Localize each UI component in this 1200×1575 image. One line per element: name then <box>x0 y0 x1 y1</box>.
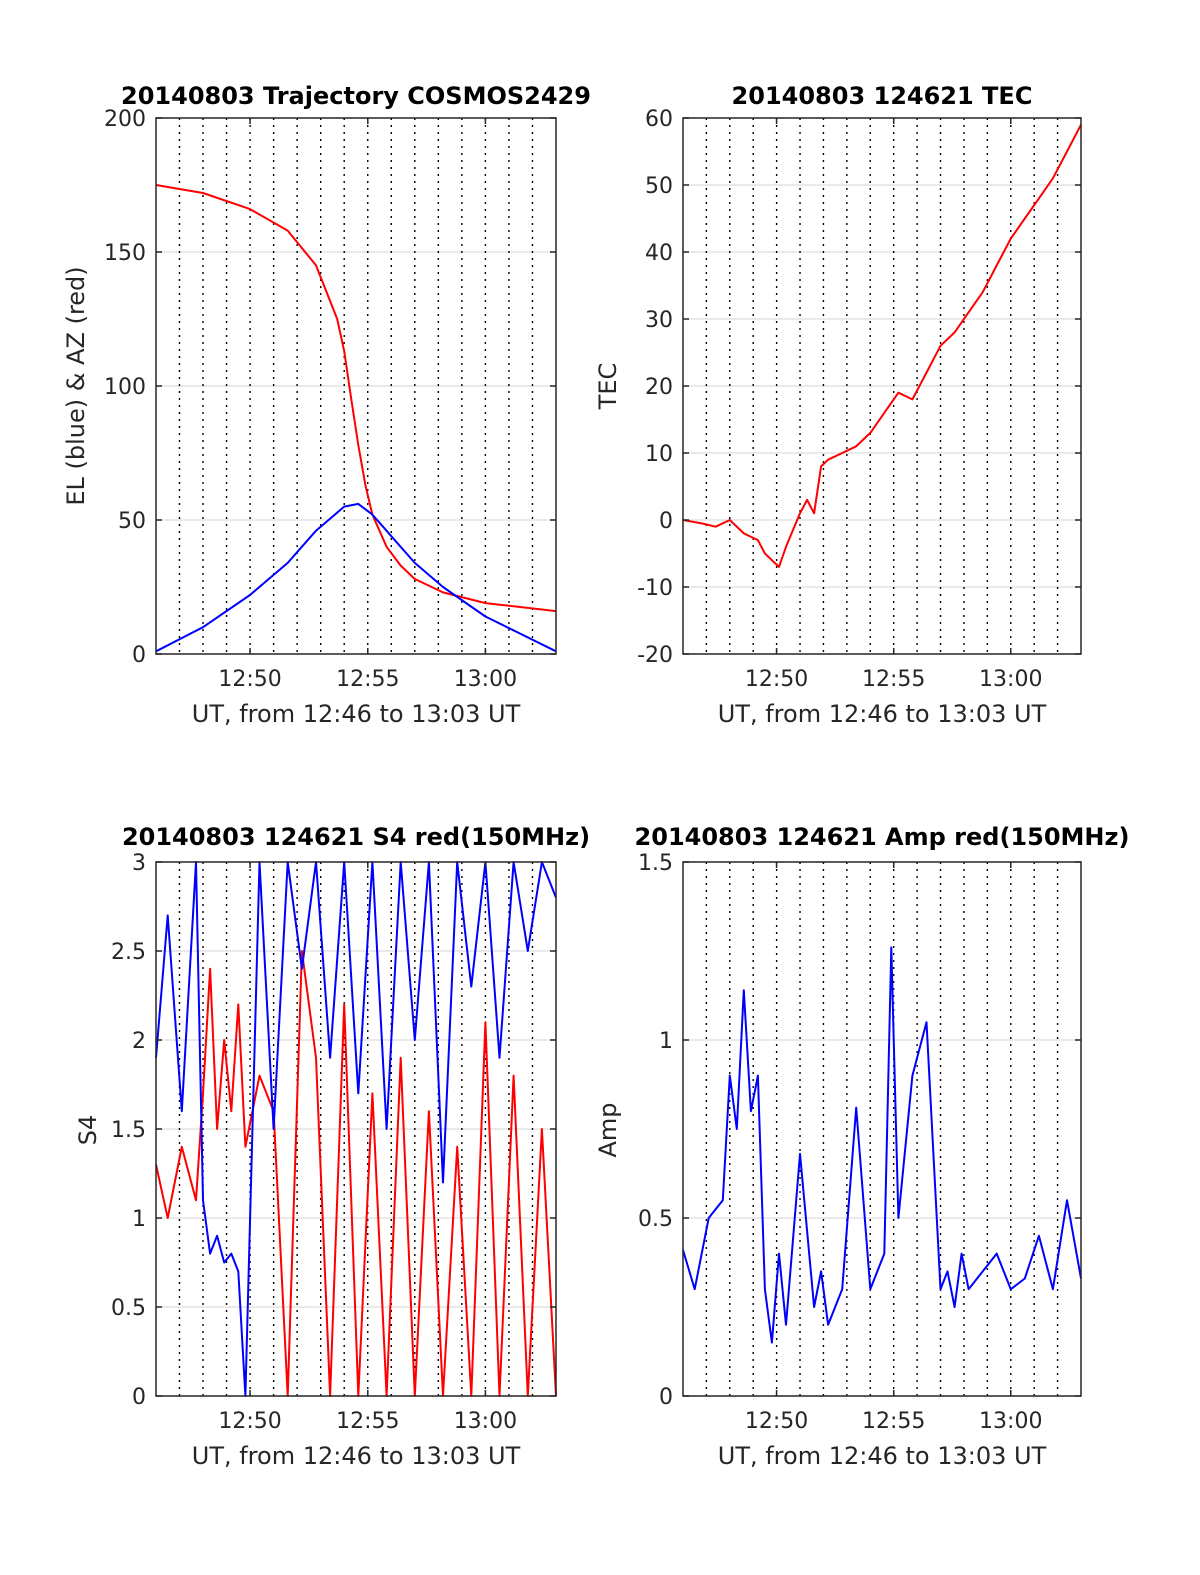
y-tick-label: 1 <box>132 1207 146 1232</box>
plot-area: 0 0.5 1 1.5 12:50 12:55 13:00 <box>638 851 1082 1434</box>
chart-trajectory: 0 50 100 150 200 12:50 12:55 13:00 20140803 Tra… <box>62 82 591 728</box>
plot-area: 0 0.5 1 1.5 2 2.5 3 12:50 12:55 13:00 <box>111 851 557 1434</box>
y-tick-label: 60 <box>645 107 673 132</box>
x-tick-label: 12:55 <box>862 1409 925 1434</box>
y-axis-label: TEC <box>594 363 622 411</box>
y-tick-label: 0 <box>659 509 673 534</box>
y-tick-label: 0.5 <box>638 1207 673 1232</box>
series-line-1 <box>155 502 557 653</box>
chart-title: 20140803 124621 Amp red(150MHz) <box>635 823 1130 851</box>
x-tick-label: 12:55 <box>336 667 399 692</box>
series-line-0 <box>682 124 1082 568</box>
x-tick-label: 13:00 <box>979 1409 1042 1434</box>
plot-area: 0 50 100 150 200 12:50 12:55 13:00 <box>104 107 557 692</box>
y-tick-label: 0 <box>132 1385 146 1410</box>
x-axis-label: UT, from 12:46 to 13:03 UT <box>192 1442 521 1470</box>
x-tick-label: 12:50 <box>745 1409 808 1434</box>
x-tick-label: 12:55 <box>862 667 925 692</box>
series-line-0 <box>682 946 1082 1344</box>
chart-title: 20140803 124621 TEC <box>732 82 1033 110</box>
x-axis-label: UT, from 12:46 to 13:03 UT <box>718 1442 1047 1470</box>
y-tick-label: 100 <box>104 375 146 400</box>
chart-title: 20140803 124621 S4 red(150MHz) <box>122 823 590 851</box>
y-tick-label: 1.5 <box>638 851 673 876</box>
x-axis-label: UT, from 12:46 to 13:03 UT <box>192 700 521 728</box>
series-line-1 <box>155 861 557 1397</box>
axes-box <box>682 861 1082 1397</box>
y-tick-label: 0 <box>132 643 146 668</box>
x-tick-label: 13:00 <box>454 667 517 692</box>
y-tick-label: 50 <box>118 509 146 534</box>
y-tick-label: 2 <box>132 1029 146 1054</box>
x-tick-label: 12:50 <box>218 667 281 692</box>
chart-tec: -20 -10 0 10 20 30 40 50 60 12:50 12:55 13:00 20140… <box>594 82 1082 728</box>
y-tick-label: 50 <box>645 174 673 199</box>
x-tick-label: 13:00 <box>979 667 1042 692</box>
y-tick-label: 20 <box>645 375 673 400</box>
y-tick-label: -20 <box>637 643 673 668</box>
y-tick-label: 1.5 <box>111 1118 146 1143</box>
y-tick-label: 0.5 <box>111 1296 146 1321</box>
series-line-0 <box>155 184 557 613</box>
y-tick-label: -10 <box>637 576 673 601</box>
x-axis-label: UT, from 12:46 to 13:03 UT <box>718 700 1047 728</box>
y-tick-label: 30 <box>645 308 673 333</box>
y-tick-label: 1 <box>659 1029 673 1054</box>
y-axis-label: S4 <box>74 1115 102 1146</box>
y-tick-label: 0 <box>659 1385 673 1410</box>
chart-title: 20140803 Trajectory COSMOS2429 <box>121 82 591 110</box>
x-tick-label: 12:50 <box>745 667 808 692</box>
y-tick-label: 150 <box>104 241 146 266</box>
y-tick-label: 40 <box>645 241 673 266</box>
y-tick-label: 2.5 <box>111 940 146 965</box>
x-tick-label: 12:55 <box>336 1409 399 1434</box>
y-tick-label: 200 <box>104 107 146 132</box>
y-tick-label: 10 <box>645 442 673 467</box>
x-tick-label: 12:50 <box>218 1409 281 1434</box>
chart-amp: 0 0.5 1 1.5 12:50 12:55 13:00 20140803 124621 … <box>594 823 1129 1470</box>
chart-s4: 0 0.5 1 1.5 2 2.5 3 12:50 12:55 13:00 20140803 12… <box>74 823 590 1470</box>
plot-area: -20 -10 0 10 20 30 40 50 60 12:50 12:55 13:00 <box>637 107 1082 692</box>
y-axis-label: Amp <box>594 1102 622 1157</box>
x-tick-label: 13:00 <box>454 1409 517 1434</box>
y-tick-label: 3 <box>132 851 146 876</box>
y-axis-label: EL (blue) & AZ (red) <box>62 266 90 505</box>
